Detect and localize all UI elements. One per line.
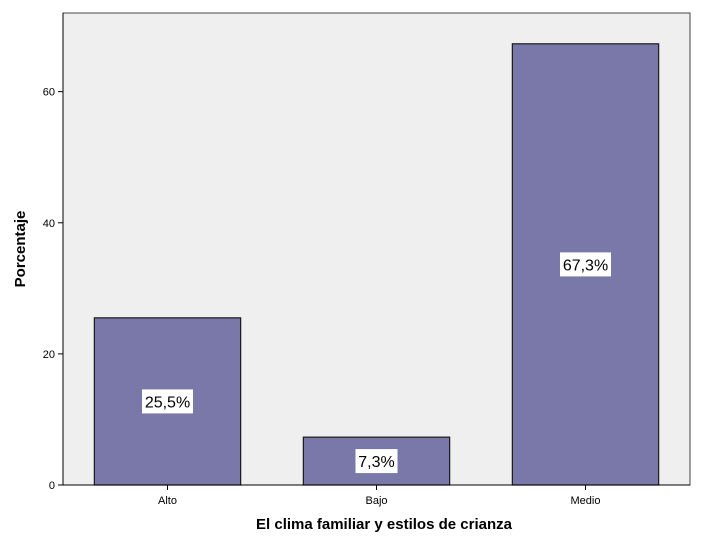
y-tick-label: 60	[43, 87, 55, 99]
y-axis-title: Porcentaje	[12, 211, 29, 288]
data-label-box	[560, 252, 611, 277]
data-label-box	[355, 449, 398, 474]
x-axis-title: El clima familiar y estilos de crianza	[256, 516, 513, 533]
x-tick-label-alto: Alto	[158, 495, 177, 507]
data-label-medio: 67,3%	[563, 257, 608, 274]
y-tick-label: 40	[43, 218, 55, 230]
y-tick-label: 0	[49, 480, 55, 492]
y-tick-label: 20	[43, 349, 55, 361]
x-tick-label-bajo: Bajo	[365, 495, 387, 507]
data-label-bajo: 7,3%	[358, 454, 394, 471]
data-label-box	[142, 389, 193, 414]
x-tick-label-medio: Medio	[571, 495, 601, 507]
data-label-alto: 25,5%	[145, 394, 190, 411]
